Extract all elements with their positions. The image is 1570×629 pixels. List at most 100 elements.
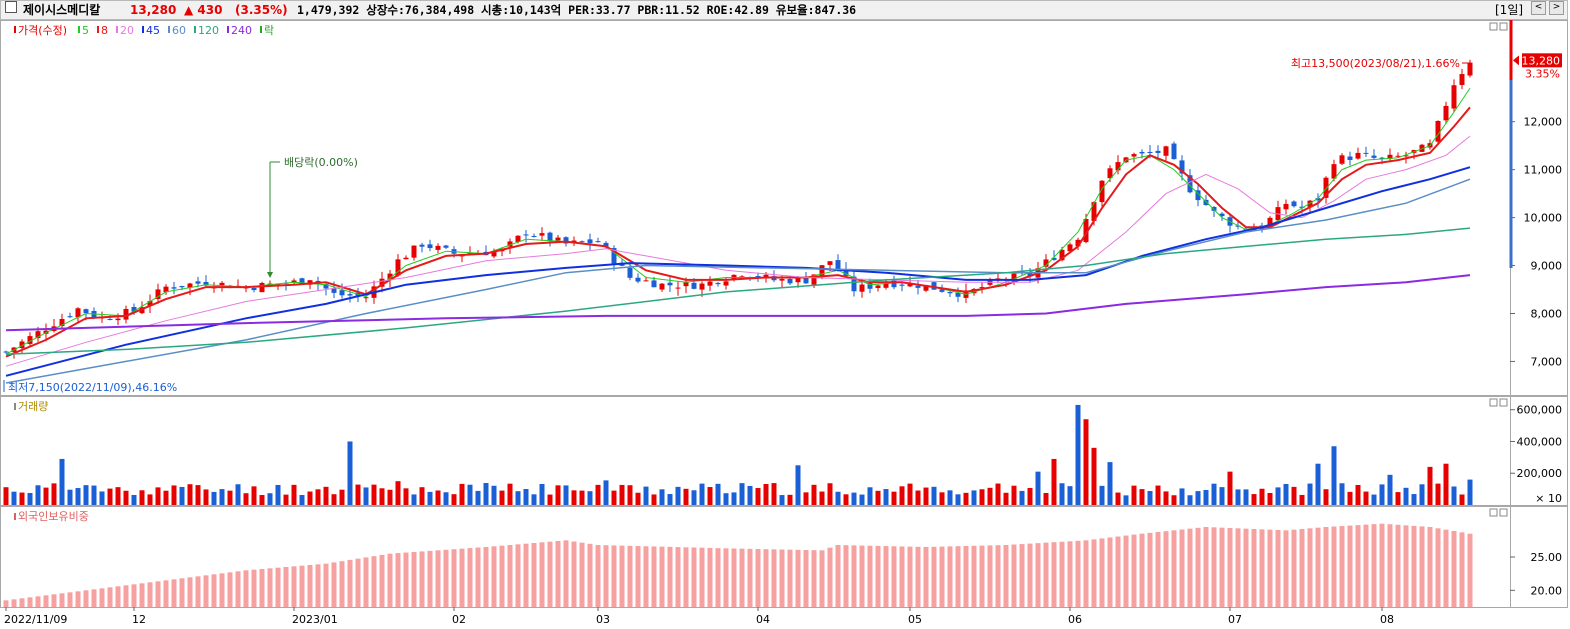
price-pane-min-button (1489, 22, 1498, 31)
candle-body (763, 274, 769, 277)
candle-body (147, 301, 153, 306)
period-label[interactable]: [1일] (1495, 3, 1524, 17)
foreign-bar (931, 546, 937, 607)
candle-body (691, 282, 697, 289)
candle-body (1323, 177, 1329, 198)
candle-body (1299, 206, 1305, 208)
candle-body (443, 245, 449, 248)
volume-bar (707, 487, 713, 505)
volume-bar (251, 486, 257, 505)
foreign-bar (491, 546, 497, 607)
candle-body (307, 280, 313, 285)
foreign-bar (723, 548, 729, 607)
foreign-bar (835, 545, 841, 607)
volume-tick-label: 600,000 (1517, 404, 1563, 417)
volume-bar (995, 483, 1001, 505)
volume-bar (987, 487, 993, 505)
candle-body (27, 336, 33, 344)
volume-bar (619, 484, 625, 505)
foreign-bar (803, 550, 809, 607)
foreign-bar (1315, 527, 1321, 607)
volume-bar (1171, 495, 1177, 505)
checkbox[interactable] (5, 1, 17, 13)
volume-bar (283, 494, 289, 505)
volume-legend: 거래량 (18, 400, 48, 413)
foreign-bar (1291, 529, 1297, 607)
next-button[interactable]: > (1549, 1, 1564, 15)
volume-bar (923, 487, 929, 505)
foreign-bar (1219, 527, 1225, 607)
candle-body (627, 267, 633, 278)
volume-bar (91, 485, 97, 505)
candle-body (179, 285, 185, 288)
volume-bar (531, 494, 537, 505)
volume-bar (1211, 483, 1217, 505)
volume-bar (67, 489, 73, 505)
current-price: 13,280 (130, 3, 177, 17)
candle-body (779, 278, 785, 281)
volume-bar (123, 490, 129, 505)
foreign-bar (155, 581, 161, 607)
volume-bar (867, 487, 873, 505)
foreign-bar (555, 541, 561, 607)
volume-bar (1291, 486, 1297, 505)
candle-body (667, 282, 673, 286)
candle-body (659, 283, 665, 290)
volume-bar (1307, 483, 1313, 505)
x-tick-label: 12 (132, 613, 146, 626)
volume-bar (75, 488, 81, 505)
candle-body (523, 234, 529, 236)
volume-bar (1467, 479, 1473, 505)
volume-bar (779, 495, 785, 505)
candle-body (59, 318, 65, 327)
foreign-bar (1187, 528, 1193, 607)
volume-bar (1187, 495, 1193, 505)
high-annotation: 최고13,500(2023/08/21),1.66% (1291, 57, 1460, 70)
volume-bar (667, 494, 673, 505)
foreign-bar (243, 570, 249, 607)
legend-swatch (227, 26, 229, 33)
volume-bar (323, 486, 329, 505)
volume-bar (827, 483, 833, 505)
candle-body (795, 277, 801, 283)
foreign-bar (1139, 533, 1145, 607)
volume-bar (1155, 485, 1161, 505)
foreign-bar (755, 549, 761, 607)
candle-body (1147, 151, 1153, 154)
foreign-bar (1451, 531, 1457, 607)
candle-body (891, 280, 897, 288)
volume-bar (787, 494, 793, 505)
foreign-bar (419, 551, 425, 607)
foreign-bar (1243, 528, 1249, 607)
legend-label-8: 락 (264, 24, 274, 37)
foreign-legend: 외국인보유비중 (18, 510, 89, 523)
candle-body (1347, 156, 1353, 160)
foreign-bar (299, 565, 305, 607)
last-price-marker (1513, 55, 1519, 66)
volume-bar (1315, 463, 1321, 505)
foreign-tick-label: 25.00 (1531, 551, 1563, 564)
legend-swatch (116, 26, 118, 33)
candle-body (1283, 203, 1289, 210)
candle-body (507, 241, 513, 247)
foreign-bar (131, 584, 137, 607)
volume-bar (843, 494, 849, 505)
volume-bar (451, 494, 457, 505)
volume-bar (1099, 485, 1105, 505)
ma-line-120 (5, 227, 1471, 355)
x-tick-label: 04 (756, 613, 770, 626)
volume-bar (491, 485, 497, 505)
candle-body (1339, 155, 1345, 164)
volume-bar (275, 484, 281, 505)
candle-body (403, 257, 409, 260)
x-tick-label: 02 (452, 613, 466, 626)
foreign-bar (1059, 541, 1065, 607)
foreign-bar (859, 545, 865, 607)
prev-button[interactable]: < (1531, 1, 1546, 15)
dividend-annotation: 배당락(0.00%) (284, 156, 358, 169)
price-tick-label: 12,000 (1524, 116, 1563, 129)
foreign-bar (947, 546, 953, 607)
volume-bar (403, 488, 409, 505)
foreign-bar (259, 569, 265, 607)
candle-body (1059, 249, 1065, 261)
